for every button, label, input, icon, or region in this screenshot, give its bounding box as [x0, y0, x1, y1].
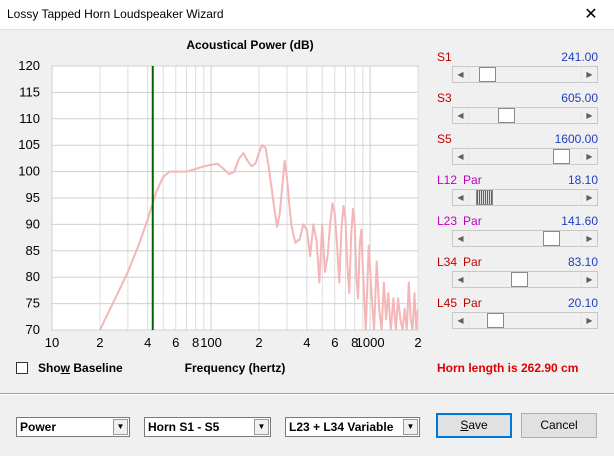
title-bar: Lossy Tapped Horn Loudspeaker Wizard ✕ [0, 0, 614, 30]
y-tick-label: 80 [26, 269, 40, 284]
param-slider-s1[interactable]: ◀ ▶ [452, 66, 598, 83]
y-tick-label: 85 [26, 243, 40, 258]
horn-section-select[interactable]: Horn S1 - S5 ▼ [144, 417, 271, 437]
param-label-l12: L12 Par [437, 173, 482, 187]
scroll-left-icon[interactable]: ◀ [453, 231, 469, 246]
cancel-button[interactable]: Cancel [521, 413, 597, 438]
param-value-s1: 241.00 [561, 50, 598, 64]
param-value-s5: 1600.00 [554, 132, 598, 146]
slider-thumb[interactable] [479, 67, 496, 82]
window-title: Lossy Tapped Horn Loudspeaker Wizard [7, 7, 224, 21]
param-label-s3: S3 [437, 91, 452, 105]
close-icon[interactable]: ✕ [584, 6, 598, 23]
param-slider-l23[interactable]: ◀ ▶ [452, 230, 598, 247]
y-tick-label: 110 [19, 111, 40, 126]
param-label-l45: L45 Par [437, 296, 482, 310]
x-tick-label: 1000 [356, 335, 385, 350]
slider-thumb[interactable] [487, 313, 504, 328]
show-baseline-checkbox[interactable] [16, 362, 28, 374]
x-tick-label: 10 [45, 335, 59, 350]
scroll-left-icon[interactable]: ◀ [453, 67, 469, 82]
scroll-right-icon[interactable]: ▶ [581, 313, 597, 328]
param-label-s1: S1 [437, 50, 452, 64]
scroll-right-icon[interactable]: ▶ [581, 67, 597, 82]
param-label-l34: L34 Par [437, 255, 482, 269]
x-tick-label: 100 [200, 335, 222, 350]
scroll-right-icon[interactable]: ▶ [581, 272, 597, 287]
slider-thumb[interactable] [553, 149, 570, 164]
slider-thumb[interactable] [511, 272, 528, 287]
y-tick-label: 70 [26, 322, 40, 337]
x-tick-label: 6 [331, 335, 338, 350]
series-line [99, 144, 418, 330]
param-slider-l45[interactable]: ◀ ▶ [452, 312, 598, 329]
param-label-s5: S5 [437, 132, 452, 146]
slider-thumb[interactable] [498, 108, 515, 123]
param-value-l12: 18.10 [567, 173, 598, 187]
param-slider-l12[interactable]: ◀ ▶ [452, 189, 598, 206]
x-tick-label: 2 [255, 335, 262, 350]
scroll-right-icon[interactable]: ▶ [581, 108, 597, 123]
param-slider-l34[interactable]: ◀ ▶ [452, 271, 598, 288]
x-tick-label: 8 [192, 335, 199, 350]
variable-select[interactable]: L23 + L34 Variable ▼ [285, 417, 420, 437]
y-tick-label: 115 [19, 84, 40, 99]
y-tick-label: 100 [18, 164, 40, 179]
scroll-left-icon[interactable]: ◀ [453, 313, 469, 328]
scroll-right-icon[interactable]: ▶ [581, 149, 597, 164]
slider-thumb[interactable] [476, 190, 493, 205]
plot-type-select[interactable]: Power ▼ [16, 417, 130, 437]
scroll-left-icon[interactable]: ◀ [453, 108, 469, 123]
x-axis-label: Frequency (hertz) [184, 361, 286, 375]
chevron-down-icon[interactable]: ▼ [113, 419, 128, 435]
y-tick-label: 90 [26, 216, 40, 231]
param-value-l45: 20.10 [567, 296, 598, 310]
slider-thumb[interactable] [543, 231, 560, 246]
scroll-left-icon[interactable]: ◀ [453, 272, 469, 287]
y-tick-label: 95 [26, 190, 40, 205]
chart-title: Acoustical Power (dB) [186, 38, 314, 52]
x-tick-label: 2 [96, 335, 103, 350]
horn-length-text: Horn length is 262.90 cm [437, 361, 579, 375]
y-tick-label: 105 [18, 137, 40, 152]
param-slider-s5[interactable]: ◀ ▶ [452, 148, 598, 165]
y-tick-label: 75 [26, 296, 40, 311]
scroll-left-icon[interactable]: ◀ [453, 190, 469, 205]
save-button[interactable]: Save [436, 413, 512, 438]
x-tick-label: 2 [414, 335, 421, 350]
param-slider-s3[interactable]: ◀ ▶ [452, 107, 598, 124]
x-tick-label: 4 [303, 335, 310, 350]
chevron-down-icon[interactable]: ▼ [254, 419, 269, 435]
param-label-l23: L23 Par [437, 214, 482, 228]
show-baseline-label[interactable]: Show Baseline [38, 361, 123, 375]
x-tick-label: 4 [144, 335, 151, 350]
separator-highlight [0, 394, 614, 395]
scroll-right-icon[interactable]: ▶ [581, 190, 597, 205]
separator [0, 393, 614, 394]
scroll-right-icon[interactable]: ▶ [581, 231, 597, 246]
param-value-s3: 605.00 [561, 91, 598, 105]
x-tick-label: 6 [172, 335, 179, 350]
y-tick-label: 120 [18, 58, 40, 73]
x-tick-label: 8 [351, 335, 358, 350]
param-value-l34: 83.10 [567, 255, 598, 269]
scroll-left-icon[interactable]: ◀ [453, 149, 469, 164]
chevron-down-icon[interactable]: ▼ [403, 419, 418, 435]
param-value-l23: 141.60 [561, 214, 598, 228]
